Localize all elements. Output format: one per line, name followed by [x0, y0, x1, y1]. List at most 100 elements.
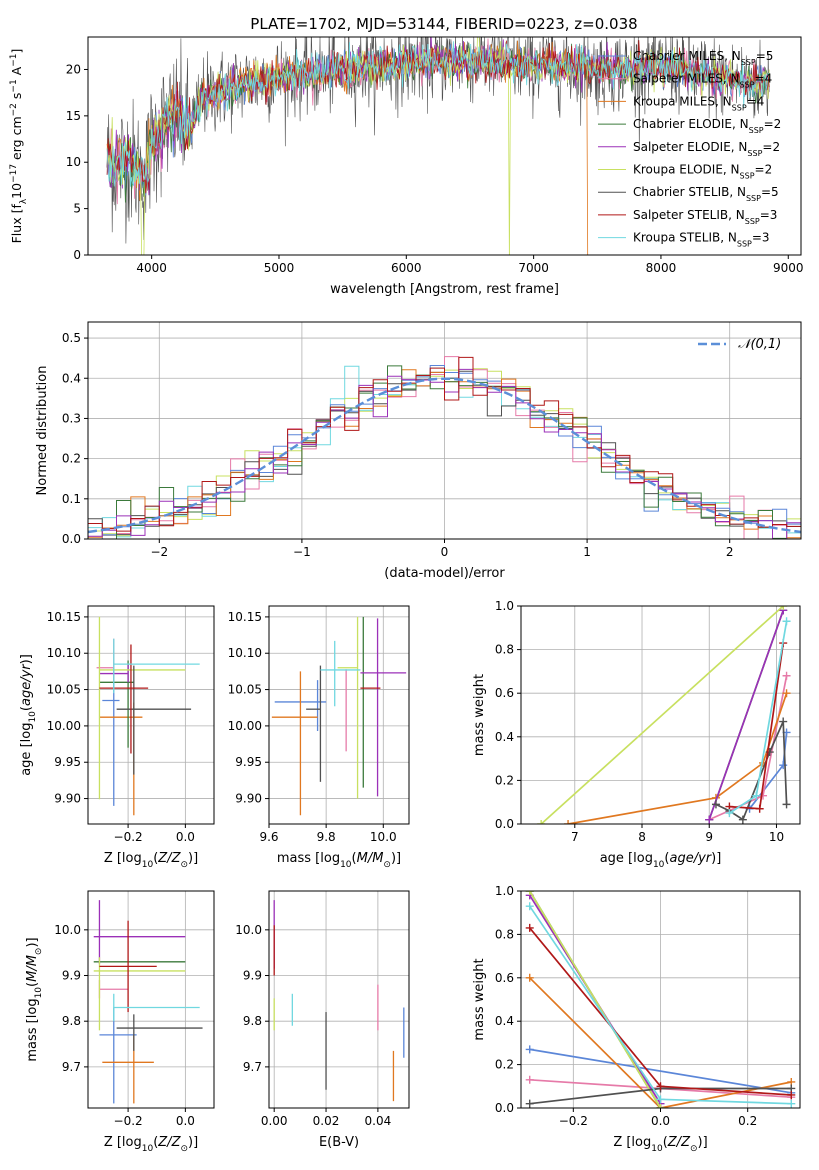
y-tick-label: 0.4 — [495, 1014, 514, 1028]
legend-sub: SSP — [745, 216, 760, 225]
series-marker — [525, 1099, 534, 1108]
legend-model-name: Kroupa MILES, N — [633, 94, 732, 108]
legend-entry: Kroupa STELIB, NSSP=3 — [633, 231, 770, 249]
y-tick-label: 9.9 — [243, 969, 262, 983]
series-marker — [755, 804, 764, 813]
series-line — [540, 606, 784, 824]
x-label-sub: ⊙ — [180, 860, 188, 870]
errorbar-point-chabrier-miles — [99, 1007, 137, 1104]
y-tick-label: 9.9 — [62, 969, 81, 983]
y-label-part: erg cm — [9, 116, 24, 164]
x-tick-label: 9.6 — [259, 830, 278, 844]
x-label-sub: ⊙ — [383, 860, 391, 870]
y-axis-label-part: mass weight — [472, 958, 487, 1040]
y-tick-label: 0.8 — [495, 927, 514, 941]
y-tick-label: 9.90 — [235, 792, 262, 806]
legend-model-name: Salpeter STELIB, N — [633, 208, 745, 222]
y-tick-label: 10.10 — [228, 646, 262, 660]
y-tick-label: 0.2 — [62, 452, 81, 466]
legend-nssp: =3 — [752, 231, 770, 245]
legend-nssp: =3 — [760, 208, 778, 222]
x-label-part: )] — [391, 851, 401, 866]
x-axis-label: Z [log10(Z/Z⊙)] — [104, 851, 198, 870]
y-tick-label: 1.0 — [495, 884, 514, 898]
mass-vs-z-panel: −0.2 0.09.79.89.910.0Z [log10(Z/Z⊙)]mass … — [25, 890, 215, 1154]
x-label-part: ( — [663, 1135, 668, 1150]
y-label-part: )] — [25, 937, 40, 947]
series-marker — [752, 791, 761, 800]
legend-nssp: =2 — [755, 163, 773, 177]
y-tick-label: 9.8 — [243, 1014, 262, 1028]
x-label-part: mass [log — [277, 851, 340, 866]
series-marker — [525, 923, 534, 932]
legend-entry: Salpeter STELIB, NSSP=3 — [633, 208, 777, 226]
x-tick-label: 4000 — [136, 261, 167, 275]
legend-model-name: Salpeter ELODIE, N — [633, 140, 747, 154]
x-axis-label: Z [log10(Z/Z⊙)] — [613, 1135, 707, 1154]
y-tick-label: 20 — [66, 62, 81, 76]
y-axis-label: age [log10(age/yr)] — [19, 654, 38, 776]
x-tick-label: 0.04 — [365, 1114, 392, 1128]
y-label-part: M/M — [25, 955, 40, 982]
legend-entry: Chabrier ELODIE, NSSP=2 — [633, 117, 781, 135]
x-tick-label: 10 — [769, 830, 784, 844]
y-tick-label: 0.1 — [62, 492, 81, 506]
mass-vs-ebv-panel: 0.00 0.02 0.04 9.7 9.8 9.9 10.0 E(B-V) — [235, 890, 410, 1150]
y-tick-label: 10.05 — [47, 683, 81, 697]
x-label-part: Z [log — [613, 1135, 651, 1150]
y-label-part: )] — [19, 654, 34, 664]
legend-model-name: Chabrier STELIB, N — [633, 185, 746, 199]
x-label-part: ( — [153, 851, 158, 866]
y-axis-label: Flux [fλ10−17 erg cm−2 s−1 A−1] — [9, 49, 29, 244]
series-marker — [564, 820, 573, 824]
x-label-part: ( — [664, 851, 669, 866]
series-marker — [525, 891, 534, 895]
legend-entry: Chabrier MILES, NSSP=5 — [633, 49, 773, 67]
legend-model-name: Salpeter MILES, N — [633, 72, 740, 86]
series-line — [529, 1048, 792, 1094]
y-tick-label: 15 — [66, 109, 81, 123]
legend-entry: Chabrier STELIB, NSSP=5 — [633, 185, 779, 203]
x-tick-label: 9.8 — [317, 830, 336, 844]
legend-entry: Kroupa ELODIE, NSSP=2 — [633, 163, 772, 181]
y-label-sub: ⊙ — [34, 948, 44, 956]
x-tick-label: 0.00 — [261, 1114, 288, 1128]
x-label-sub: 10 — [340, 860, 352, 870]
y-tick-label: 0.2 — [495, 773, 514, 787]
x-tick-label: 7000 — [518, 261, 549, 275]
y-tick-label: 0.0 — [495, 1101, 514, 1115]
x-tick-label: 1 — [583, 545, 591, 559]
x-label-sub: ⊙ — [180, 1144, 188, 1154]
series-marker — [779, 761, 788, 770]
legend-entry: Kroupa MILES, NSSP=4 — [633, 94, 764, 112]
y-tick-label: 0 — [73, 248, 81, 262]
mass-weight-series-kroupa-elodie — [525, 891, 665, 1108]
x-tick-label: 5000 — [264, 261, 295, 275]
y-tick-label: 10.00 — [47, 719, 81, 733]
series-marker — [725, 809, 734, 818]
y-tick-label: 0.8 — [495, 643, 514, 657]
x-label-sub: 10 — [142, 860, 154, 870]
legend-entry: Salpeter MILES, NSSP=4 — [633, 72, 772, 90]
x-tick-label: 6000 — [391, 261, 422, 275]
figure-title: PLATE=1702, MJD=53144, FIBERID=0223, z=0… — [250, 15, 637, 33]
x-tick-label: 0.0 — [176, 830, 195, 844]
y-tick-label: 10.00 — [228, 719, 262, 733]
errorbar-point-kroupa-elodie — [93, 957, 186, 1031]
y-tick-label: 0.4 — [495, 730, 514, 744]
y-label-sup: −17 — [9, 164, 19, 183]
x-label-part: M/M — [357, 851, 384, 866]
y-axis-label: mass weight — [472, 674, 487, 756]
y-tick-label: 9.8 — [62, 1014, 81, 1028]
series-marker — [787, 1099, 796, 1108]
x-axis-label: mass [log10(M/M⊙)] — [277, 851, 401, 870]
y-tick-label: 0.3 — [62, 411, 81, 425]
series-marker — [656, 1095, 665, 1104]
legend-sub: SSP — [749, 126, 764, 135]
y-label-sup: −1 — [9, 54, 19, 67]
x-tick-label: 0.2 — [738, 1114, 757, 1128]
legend-entry: 𝒩(0,1) — [738, 337, 781, 352]
y-tick-label: 1.0 — [495, 599, 514, 613]
